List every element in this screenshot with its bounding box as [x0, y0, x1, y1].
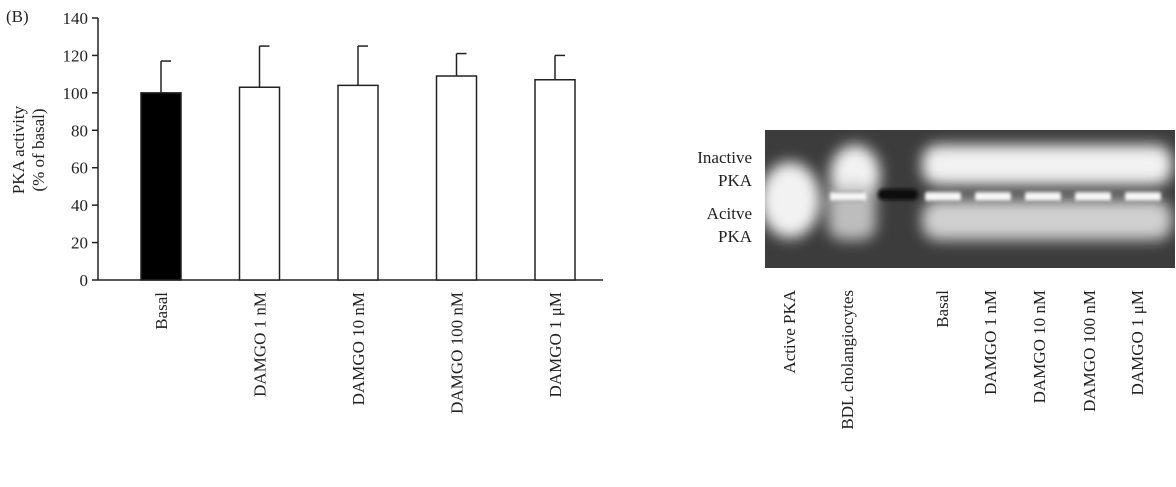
y-tick-label: 80: [71, 121, 88, 140]
panel-label: (B): [6, 7, 29, 26]
bar: [141, 93, 181, 280]
y-tick-label: 20: [71, 234, 88, 253]
x-tick-label: DAMGO 100 nM: [448, 292, 467, 414]
bar: [240, 87, 280, 280]
gel-band-label: PKA: [718, 227, 753, 246]
gel-lane-label: Basal: [933, 290, 952, 328]
gel-band-label: Acitve: [707, 204, 752, 223]
gel-lane-label: DAMGO 1 nM: [981, 290, 1000, 395]
x-tick-label: DAMGO 10 nM: [349, 292, 368, 405]
y-tick-label: 60: [71, 159, 88, 178]
y-tick-label: 40: [71, 196, 88, 215]
y-axis-label: PKA activity: [9, 105, 28, 194]
y-tick-label: 140: [63, 9, 89, 28]
y-axis-label: (% of basal): [29, 108, 48, 191]
gel-band-label: PKA: [718, 171, 753, 190]
y-tick-label: 100: [63, 84, 89, 103]
gel-image: [760, 130, 1175, 268]
gel-band-label: Inactive: [697, 148, 752, 167]
gel-lane-label: DAMGO 10 nM: [1030, 290, 1049, 403]
figure: (B) 0 20 40 60 80 100 120 140 PKA activity(% of …: [0, 0, 1176, 487]
bar: [437, 76, 477, 280]
bar: [338, 85, 378, 280]
bar: [535, 80, 575, 280]
x-tick-label: DAMGO 1 μM: [546, 292, 565, 397]
x-tick-label: Basal: [152, 292, 171, 330]
gel-lane-label: DAMGO 100 nM: [1080, 290, 1099, 412]
y-tick-label: 120: [63, 46, 89, 65]
gel-lane-label: BDL cholangiocytes: [838, 290, 857, 430]
y-tick-label: 0: [80, 271, 89, 290]
gel-lane-label: Active PKA: [780, 289, 799, 373]
x-tick-label: DAMGO 1 nM: [251, 292, 270, 397]
gel-lane-label: DAMGO 1 μM: [1128, 290, 1147, 395]
